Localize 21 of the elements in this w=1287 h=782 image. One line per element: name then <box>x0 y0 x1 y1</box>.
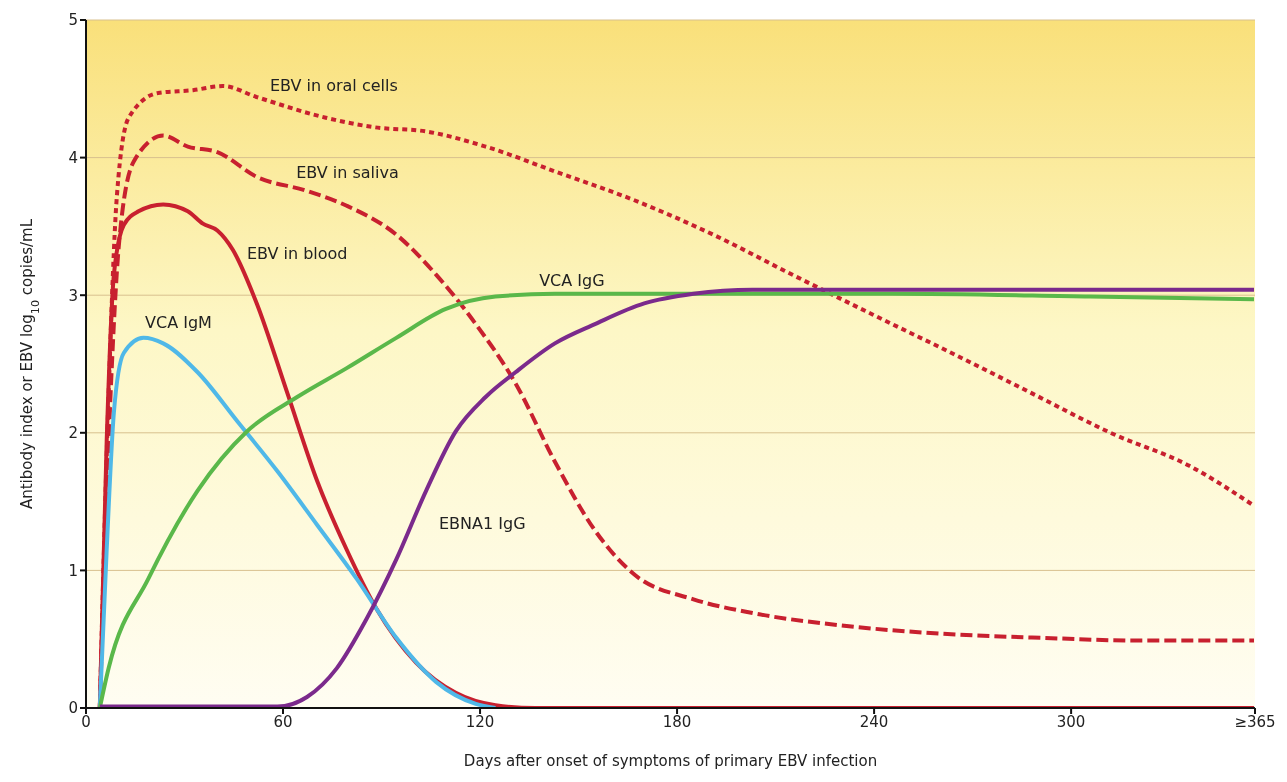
series-label: EBV in saliva <box>296 162 399 182</box>
x-tick-label: 180 <box>662 712 692 731</box>
y-tick-label: 5 <box>68 11 78 30</box>
y-tick-label: 1 <box>68 561 78 580</box>
y-tick-label: 4 <box>68 148 78 167</box>
y-tick-label: 2 <box>68 424 78 443</box>
series-label: EBNA1 IgG <box>439 513 526 533</box>
series-label: VCA IgG <box>539 271 605 291</box>
x-tick-label: ≥365 <box>1234 712 1276 731</box>
series-label: EBV in blood <box>246 243 348 263</box>
y-tick-label: 0 <box>68 699 78 718</box>
x-tick-label: 240 <box>859 712 889 731</box>
x-axis-title: Days after onset of symptoms of primary EBV infection <box>463 752 878 770</box>
line-series <box>97 335 498 708</box>
x-tick-label: 60 <box>273 712 293 731</box>
series-label: EBV in oral cells <box>269 76 398 96</box>
x-tick-label: 300 <box>1056 712 1086 731</box>
series-label: VCA IgM <box>145 312 212 332</box>
y-tick-label: 3 <box>68 286 78 305</box>
x-tick-label: 120 <box>465 712 495 731</box>
x-tick-label: 0 <box>81 712 91 731</box>
